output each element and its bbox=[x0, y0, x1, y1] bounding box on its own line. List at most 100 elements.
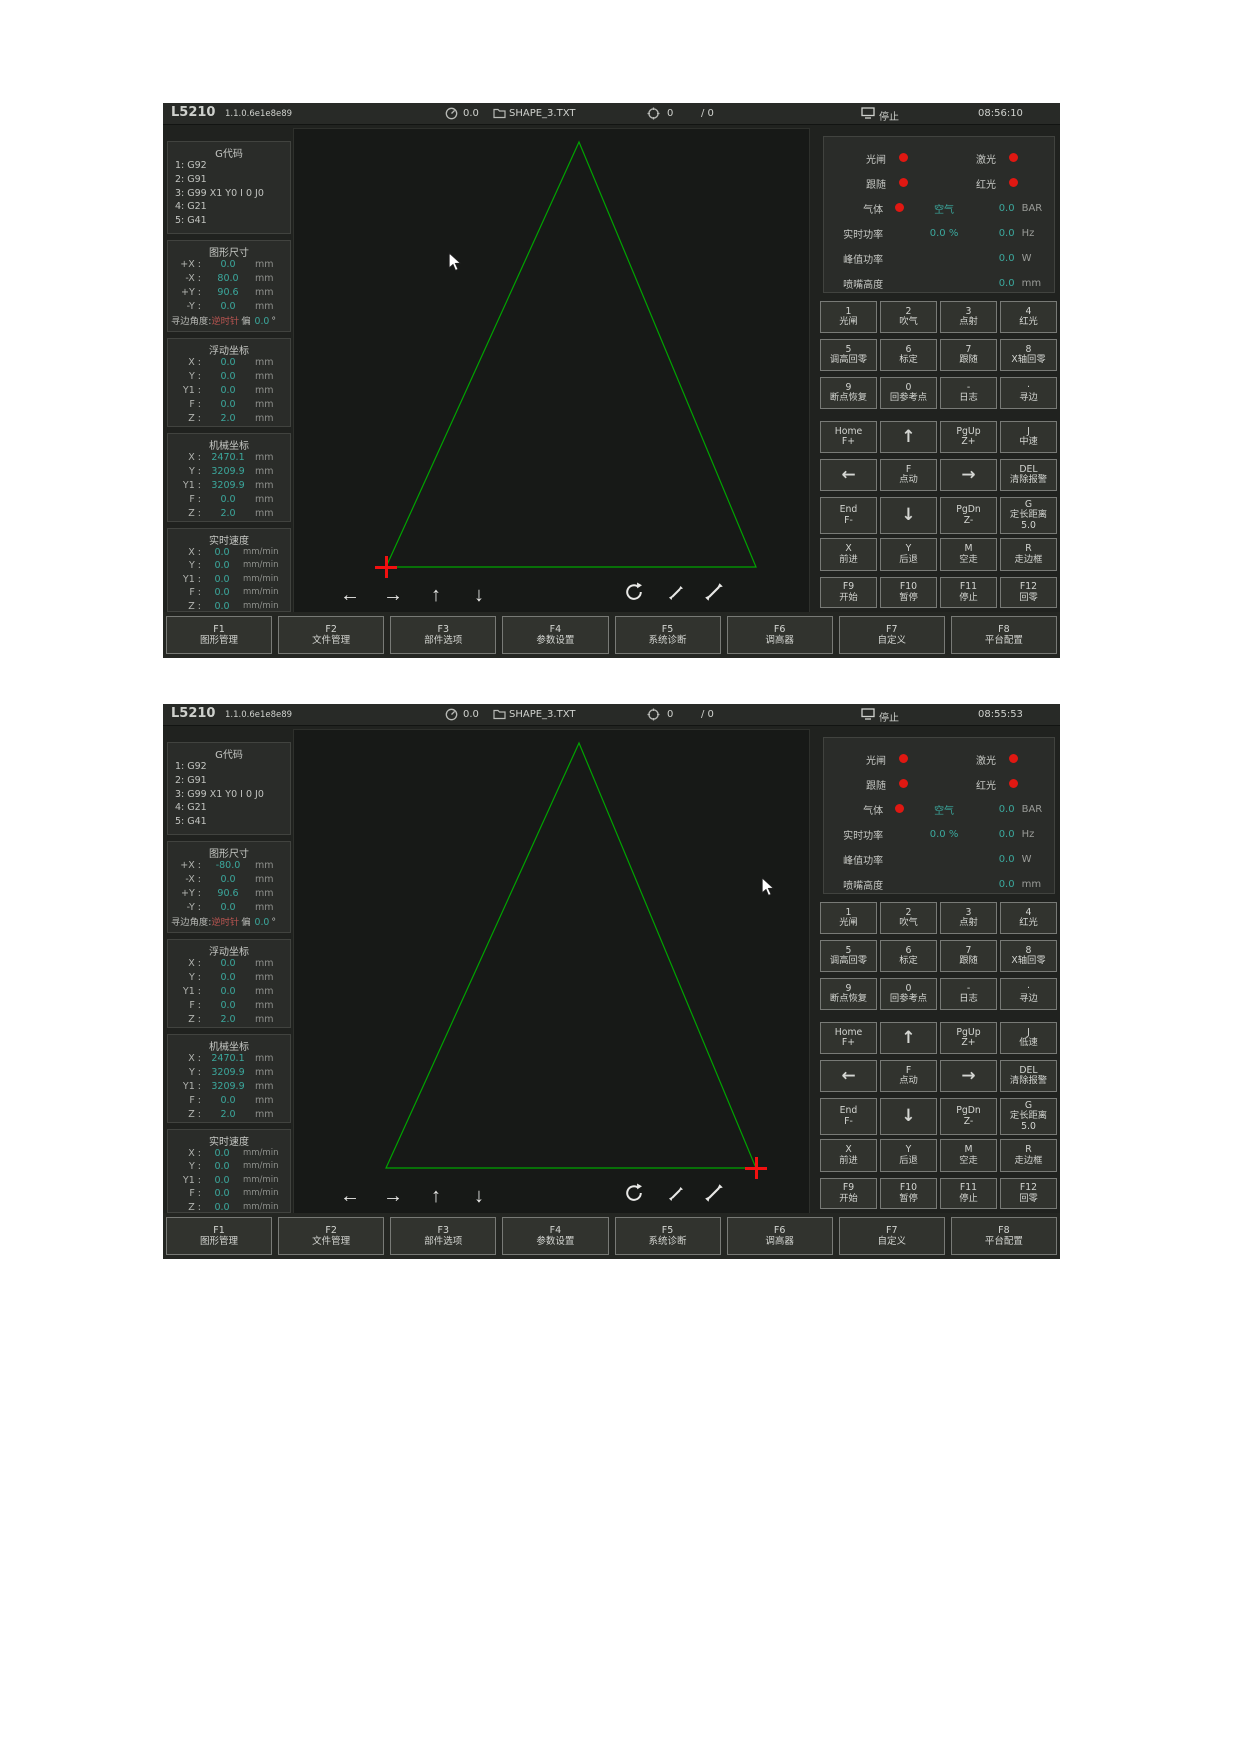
key-pgup-z-plus[interactable]: PgUp Z+ bbox=[940, 1022, 997, 1054]
refresh-button[interactable] bbox=[616, 581, 652, 609]
key-edge-find[interactable]: · 寻边 bbox=[1000, 377, 1057, 409]
key-frame-run[interactable]: R 走边框 bbox=[1000, 1139, 1057, 1172]
pan-up-button[interactable]: ↑ bbox=[418, 581, 454, 609]
monitor-icon bbox=[861, 107, 875, 119]
key-pgdn-z-minus[interactable]: PgDn Z- bbox=[940, 497, 997, 534]
zoom-fit-button[interactable] bbox=[658, 1182, 694, 1210]
fkey-custom[interactable]: F7 自定义 bbox=[838, 1217, 945, 1255]
key-f12-home[interactable]: F12 回零 bbox=[1000, 1178, 1057, 1209]
key-fixed-distance[interactable]: G 定长距离 5.0 bbox=[1000, 1098, 1057, 1135]
key-breakpoint-resume[interactable]: 9 断点恢复 bbox=[820, 377, 877, 409]
fkey-custom[interactable]: F7 自定义 bbox=[838, 616, 945, 654]
key-f12-home[interactable]: F12 回零 bbox=[1000, 577, 1057, 608]
key-home-f-plus[interactable]: Home F+ bbox=[820, 421, 877, 453]
key-end-f-minus[interactable]: End F- bbox=[820, 497, 877, 534]
key-shutter[interactable]: 1 光闸 bbox=[820, 902, 877, 934]
key-log[interactable]: - 日志 bbox=[940, 377, 997, 409]
key-ref-point[interactable]: 0 回参考点 bbox=[880, 377, 937, 409]
zoom-fit-button[interactable] bbox=[658, 581, 694, 609]
key-pgup-z-plus[interactable]: PgUp Z+ bbox=[940, 421, 997, 453]
key-spot-shot[interactable]: 3 点射 bbox=[940, 902, 997, 934]
key-log[interactable]: - 日志 bbox=[940, 978, 997, 1010]
key-height-home[interactable]: 5 调高回零 bbox=[820, 339, 877, 371]
key-follow[interactable]: 7 跟随 bbox=[940, 940, 997, 972]
pan-up-button[interactable]: ↑ bbox=[418, 1182, 454, 1210]
key-end-f-minus[interactable]: End F- bbox=[820, 1098, 877, 1135]
key-height-home[interactable]: 5 调高回零 bbox=[820, 940, 877, 972]
fkey-platform-config[interactable]: F8 平台配置 bbox=[950, 616, 1057, 654]
fkey-graphics-manage[interactable]: F1 图形管理 bbox=[166, 1217, 273, 1255]
key-f11-stop[interactable]: F11 停止 bbox=[940, 577, 997, 608]
key-edge-find[interactable]: · 寻边 bbox=[1000, 978, 1057, 1010]
key-follow[interactable]: 7 跟随 bbox=[940, 339, 997, 371]
key-pgdn-z-minus[interactable]: PgDn Z- bbox=[940, 1098, 997, 1135]
key-jog-right[interactable]: → bbox=[940, 459, 997, 491]
fkey-param-settings[interactable]: F4 参数设置 bbox=[502, 616, 609, 654]
fkey-file-manage[interactable]: F2 文件管理 bbox=[278, 1217, 385, 1255]
key-jog-down[interactable]: ↓ bbox=[880, 497, 937, 534]
pan-right-button[interactable]: → bbox=[375, 1182, 411, 1210]
key-dry-run[interactable]: M 空走 bbox=[940, 1139, 997, 1172]
key-blow-gas[interactable]: 2 吹气 bbox=[880, 301, 937, 333]
key-jog-left[interactable]: ← bbox=[820, 459, 877, 491]
key-shutter[interactable]: 1 光闸 bbox=[820, 301, 877, 333]
fkey-part-options[interactable]: F3 部件选项 bbox=[390, 1217, 497, 1255]
key-calibrate[interactable]: 6 标定 bbox=[880, 940, 937, 972]
key-f9-start[interactable]: F9 开始 bbox=[820, 1178, 877, 1209]
key-y-backward[interactable]: Y 后退 bbox=[880, 538, 937, 571]
pan-left-button[interactable]: ← bbox=[332, 1182, 368, 1210]
fkey-system-diagnosis[interactable]: F5 系统诊断 bbox=[614, 616, 721, 654]
key-f10-pause[interactable]: F10 暂停 bbox=[880, 1178, 937, 1209]
key-f9-start[interactable]: F9 开始 bbox=[820, 577, 877, 608]
key-jog-up[interactable]: ↑ bbox=[880, 421, 937, 453]
refresh-button[interactable] bbox=[616, 1182, 652, 1210]
key-jog-up[interactable]: ↑ bbox=[880, 1022, 937, 1054]
key-jog-speed[interactable]: J 中速 bbox=[1000, 421, 1057, 453]
plot-canvas[interactable]: ← → ↑ ↓ bbox=[293, 128, 810, 613]
fkey-file-manage[interactable]: F2 文件管理 bbox=[278, 616, 385, 654]
fkey-param-settings[interactable]: F4 参数设置 bbox=[502, 1217, 609, 1255]
key-f10-pause[interactable]: F10 暂停 bbox=[880, 577, 937, 608]
key-x-forward[interactable]: X 前进 bbox=[820, 1139, 877, 1172]
pan-down-button[interactable]: ↓ bbox=[461, 1182, 497, 1210]
key-x-forward[interactable]: X 前进 bbox=[820, 538, 877, 571]
pan-down-button[interactable]: ↓ bbox=[461, 581, 497, 609]
key-ref-point[interactable]: 0 回参考点 bbox=[880, 978, 937, 1010]
key-y-backward[interactable]: Y 后退 bbox=[880, 1139, 937, 1172]
pan-right-button[interactable]: → bbox=[375, 581, 411, 609]
fkey-platform-config[interactable]: F8 平台配置 bbox=[950, 1217, 1057, 1255]
refresh-icon bbox=[626, 582, 642, 600]
key-red-light[interactable]: 4 红光 bbox=[1000, 902, 1057, 934]
gas-status-led bbox=[883, 202, 915, 215]
key-blow-gas[interactable]: 2 吹气 bbox=[880, 902, 937, 934]
fkey-height-controller[interactable]: F6 调高器 bbox=[726, 616, 833, 654]
zoom-full-button[interactable] bbox=[696, 581, 732, 609]
key-jog-down[interactable]: ↓ bbox=[880, 1098, 937, 1135]
key-x-axis-home[interactable]: 8 X轴回零 bbox=[1000, 940, 1057, 972]
key-home-f-plus[interactable]: Home F+ bbox=[820, 1022, 877, 1054]
key-calibrate[interactable]: 6 标定 bbox=[880, 339, 937, 371]
plot-canvas[interactable]: ← → ↑ ↓ bbox=[293, 729, 810, 1214]
key-clear-alarm[interactable]: DEL 清除报警 bbox=[1000, 459, 1057, 491]
key-spot-shot[interactable]: 3 点射 bbox=[940, 301, 997, 333]
fkey-part-options[interactable]: F3 部件选项 bbox=[390, 616, 497, 654]
fkey-height-controller[interactable]: F6 调高器 bbox=[726, 1217, 833, 1255]
key-frame-run[interactable]: R 走边框 bbox=[1000, 538, 1057, 571]
piece-count: 0 bbox=[667, 709, 674, 720]
key-jog-right[interactable]: → bbox=[940, 1060, 997, 1092]
key-breakpoint-resume[interactable]: 9 断点恢复 bbox=[820, 978, 877, 1010]
pan-left-button[interactable]: ← bbox=[332, 581, 368, 609]
fkey-system-diagnosis[interactable]: F5 系统诊断 bbox=[614, 1217, 721, 1255]
key-clear-alarm[interactable]: DEL 清除报警 bbox=[1000, 1060, 1057, 1092]
fkey-graphics-manage[interactable]: F1 图形管理 bbox=[166, 616, 273, 654]
key-jog-speed[interactable]: J 低速 bbox=[1000, 1022, 1057, 1054]
key-x-axis-home[interactable]: 8 X轴回零 bbox=[1000, 339, 1057, 371]
key-jog-mode[interactable]: F 点动 bbox=[880, 459, 937, 491]
key-jog-mode[interactable]: F 点动 bbox=[880, 1060, 937, 1092]
key-jog-left[interactable]: ← bbox=[820, 1060, 877, 1092]
key-fixed-distance[interactable]: G 定长距离 5.0 bbox=[1000, 497, 1057, 534]
zoom-full-button[interactable] bbox=[696, 1182, 732, 1210]
key-f11-stop[interactable]: F11 停止 bbox=[940, 1178, 997, 1209]
key-dry-run[interactable]: M 空走 bbox=[940, 538, 997, 571]
key-red-light[interactable]: 4 红光 bbox=[1000, 301, 1057, 333]
